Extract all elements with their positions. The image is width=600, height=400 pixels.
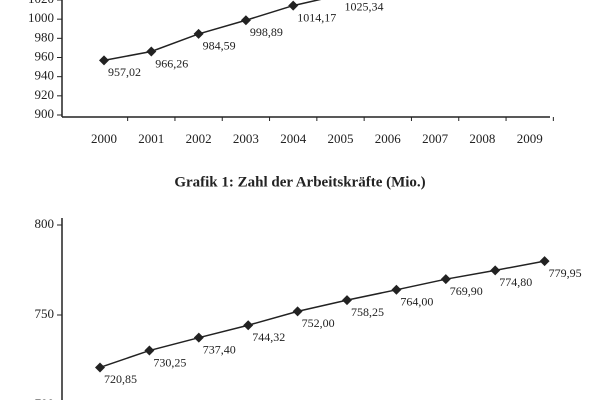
value-label: 769,90 <box>450 284 483 298</box>
value-label: 752,00 <box>302 316 335 330</box>
x-tick-label: 2002 <box>186 131 212 146</box>
value-label: 1014,17 <box>297 10 336 24</box>
x-tick-label: 2003 <box>233 131 259 146</box>
y-tick-label: 920 <box>35 87 55 102</box>
marker <box>193 28 204 39</box>
marker <box>288 0 299 11</box>
x-tick-label: 2001 <box>138 131 164 146</box>
line <box>99 260 545 369</box>
value-label: 737,40 <box>203 342 236 356</box>
marker <box>490 265 501 276</box>
x-tick-label: 2005 <box>328 131 354 146</box>
value-label: 984,59 <box>203 39 236 53</box>
y-tick-label: 800 <box>35 216 55 231</box>
x-tick-label: 2007 <box>422 131 449 146</box>
marker <box>391 284 402 295</box>
y-tick-label: 1000 <box>28 10 54 25</box>
marker <box>144 345 155 356</box>
marker <box>193 332 204 343</box>
value-label: 957,02 <box>108 65 141 79</box>
value-label: 774,80 <box>499 275 532 289</box>
line <box>103 0 322 62</box>
marker <box>95 362 105 373</box>
x-tick-label: 2004 <box>280 131 307 146</box>
value-label: 998,89 <box>250 25 283 39</box>
value-label: 779,95 <box>549 266 582 280</box>
x-tick-label: 2006 <box>375 131 402 146</box>
marker <box>99 55 109 66</box>
y-tick-label: 750 <box>35 306 55 321</box>
value-label: 1025,34 <box>345 0 384 14</box>
y-tick-label: 900 <box>35 106 55 121</box>
marker <box>440 274 451 285</box>
value-label: 744,32 <box>252 330 285 344</box>
marker <box>243 320 254 331</box>
value-label: 764,00 <box>400 295 433 309</box>
marker <box>342 295 352 306</box>
y-tick-label: 980 <box>35 29 55 44</box>
x-tick-label: 2000 <box>91 131 117 146</box>
value-label: 758,25 <box>351 305 384 319</box>
y-tick-label: 700 <box>35 396 55 400</box>
y-tick-label: 1020 <box>28 0 54 6</box>
x-tick-label: 2009 <box>517 131 543 146</box>
marker <box>146 46 157 57</box>
y-tick-label: 960 <box>35 48 55 63</box>
marker <box>539 256 550 267</box>
marker <box>240 15 251 26</box>
chart-title: Grafik 1: Zahl der Arbeitskräfte (Mio.) <box>174 174 425 190</box>
marker <box>292 306 303 317</box>
x-tick-label: 2008 <box>469 131 495 146</box>
y-tick-label: 940 <box>35 68 55 83</box>
value-label: 730,25 <box>153 355 186 369</box>
value-label: 720,85 <box>104 372 137 386</box>
value-label: 966,26 <box>155 56 188 70</box>
